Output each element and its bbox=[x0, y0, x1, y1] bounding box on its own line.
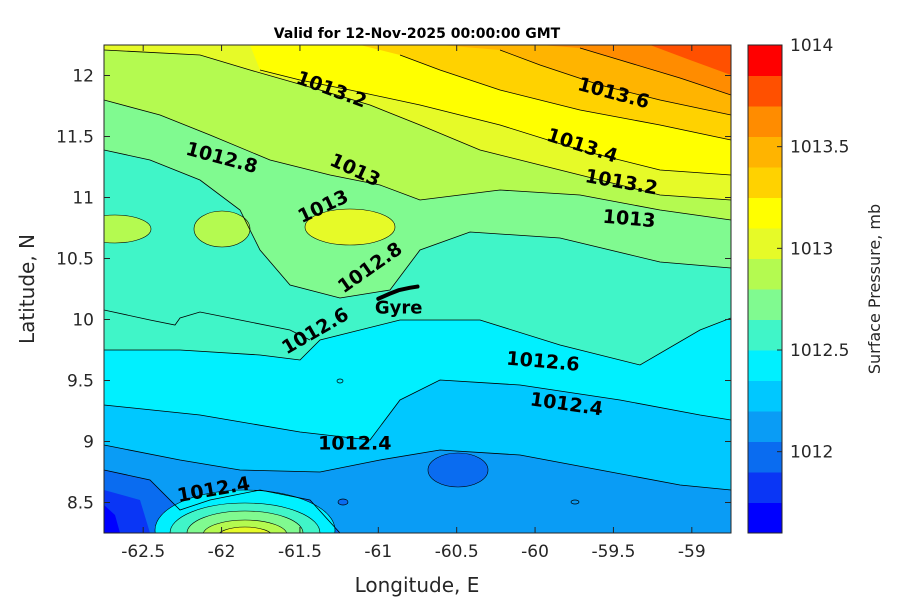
tiny-contour-c bbox=[570, 499, 580, 505]
colorbar-label: Surface Pressure, mb bbox=[865, 204, 884, 374]
colorbar-segment bbox=[748, 502, 782, 534]
band-1013-7 bbox=[650, 45, 731, 75]
contour-line-1012-7 bbox=[104, 149, 731, 299]
colorbar-segment bbox=[748, 289, 782, 320]
y-tick-label: 11.5 bbox=[56, 128, 94, 148]
colorbar-segment bbox=[748, 411, 782, 442]
x-tick-label: -59.5 bbox=[591, 542, 635, 562]
y-tick-label: 9.5 bbox=[67, 372, 94, 392]
band-1011-9 bbox=[104, 505, 120, 533]
gyre-track bbox=[376, 284, 420, 301]
colorbar-segment bbox=[748, 380, 782, 412]
colorbar-tick-label: 1012.5 bbox=[790, 341, 849, 361]
local-high-1012-8-a bbox=[193, 210, 251, 248]
colorbar-segment bbox=[748, 319, 782, 351]
band-1013-6 bbox=[540, 45, 731, 95]
tiny-contour-b bbox=[337, 498, 349, 506]
colorbar-tick-label: 1014 bbox=[790, 36, 833, 56]
y-tick-label: 8.5 bbox=[67, 494, 94, 514]
contour-line-1013-0 bbox=[104, 49, 731, 201]
contour-line-1012-5 bbox=[104, 317, 731, 366]
x-tick-label: -61 bbox=[364, 542, 392, 562]
y-tick-label: 10.5 bbox=[56, 250, 94, 270]
y-axis: 8.5 9 9.5 10 10.5 11 11.5 12 bbox=[56, 67, 731, 514]
colorbar-frame bbox=[747, 44, 783, 534]
colorbar-tick-label: 1013 bbox=[790, 239, 833, 259]
colorbar-segment bbox=[748, 350, 782, 381]
colorbar-segment bbox=[748, 197, 782, 229]
colorbar-segment bbox=[748, 228, 782, 259]
bottom-high-1012-8 bbox=[203, 519, 287, 533]
contour-line-1013-2 bbox=[259, 69, 731, 176]
x-tick-label: -60 bbox=[521, 542, 549, 562]
x-tick-label: -60.5 bbox=[435, 542, 479, 562]
x-tick-label: -62.5 bbox=[121, 542, 165, 562]
colorbar-segment bbox=[748, 167, 782, 198]
colorbar-segment bbox=[748, 441, 782, 473]
colorbar-tick-label: 1013.5 bbox=[790, 138, 849, 158]
bottom-high-1013 bbox=[218, 526, 272, 533]
contour-line-1012-6-low bbox=[104, 309, 311, 341]
y-tick-label: 9 bbox=[83, 433, 94, 453]
colorbar-tick-label: 1012 bbox=[790, 443, 833, 463]
x-tick-label: -62 bbox=[208, 542, 236, 562]
x-axis: -62.5 -62 -61.5 -61 -60.5 -60 -59.5 -59 bbox=[121, 45, 706, 562]
colorbar-segment bbox=[748, 136, 782, 168]
local-low-1012-2 bbox=[427, 452, 489, 488]
contour-label: 1013 bbox=[602, 206, 657, 233]
chart-title: Valid for 12-Nov-2025 00:00:00 GMT bbox=[274, 26, 561, 42]
gyre-label: Gyre bbox=[375, 298, 423, 319]
contour-label: 1012.4 bbox=[318, 432, 391, 454]
contour-line-1013-6 bbox=[579, 47, 731, 96]
y-tick-label: 12 bbox=[72, 67, 94, 87]
plot-frame bbox=[103, 44, 732, 534]
y-axis-label: Latitude, N bbox=[15, 234, 39, 344]
contour-line-1013-3 bbox=[399, 54, 731, 141]
local-high-1012-8-b bbox=[104, 214, 152, 244]
colorbar-segment bbox=[748, 75, 782, 107]
annotations: Gyre bbox=[375, 298, 423, 319]
colorbar-segment bbox=[748, 45, 782, 76]
x-tick-label: -59 bbox=[678, 542, 706, 562]
contour-line-1012-8 bbox=[104, 99, 731, 221]
contour-line-1012-4 bbox=[104, 379, 731, 441]
colorbar-segment bbox=[748, 258, 782, 290]
y-tick-label: 11 bbox=[72, 189, 94, 209]
colorbar: 1012 1012.5 1013 1013.5 1014 bbox=[747, 36, 849, 534]
contour-line-1012-2 bbox=[104, 469, 341, 533]
colorbar-segment bbox=[748, 472, 782, 503]
filled-contours bbox=[104, 45, 731, 533]
x-tick-label: -61.5 bbox=[278, 542, 322, 562]
contour-line-1013-4 bbox=[499, 49, 731, 116]
y-tick-label: 10 bbox=[72, 311, 94, 331]
tiny-contour-a bbox=[336, 378, 344, 384]
contour-lines bbox=[104, 47, 731, 533]
x-axis-label: Longitude, E bbox=[355, 573, 480, 597]
colorbar-segment bbox=[748, 106, 782, 137]
local-high-1013 bbox=[304, 208, 396, 246]
contour-line-1012-3 bbox=[104, 444, 731, 491]
